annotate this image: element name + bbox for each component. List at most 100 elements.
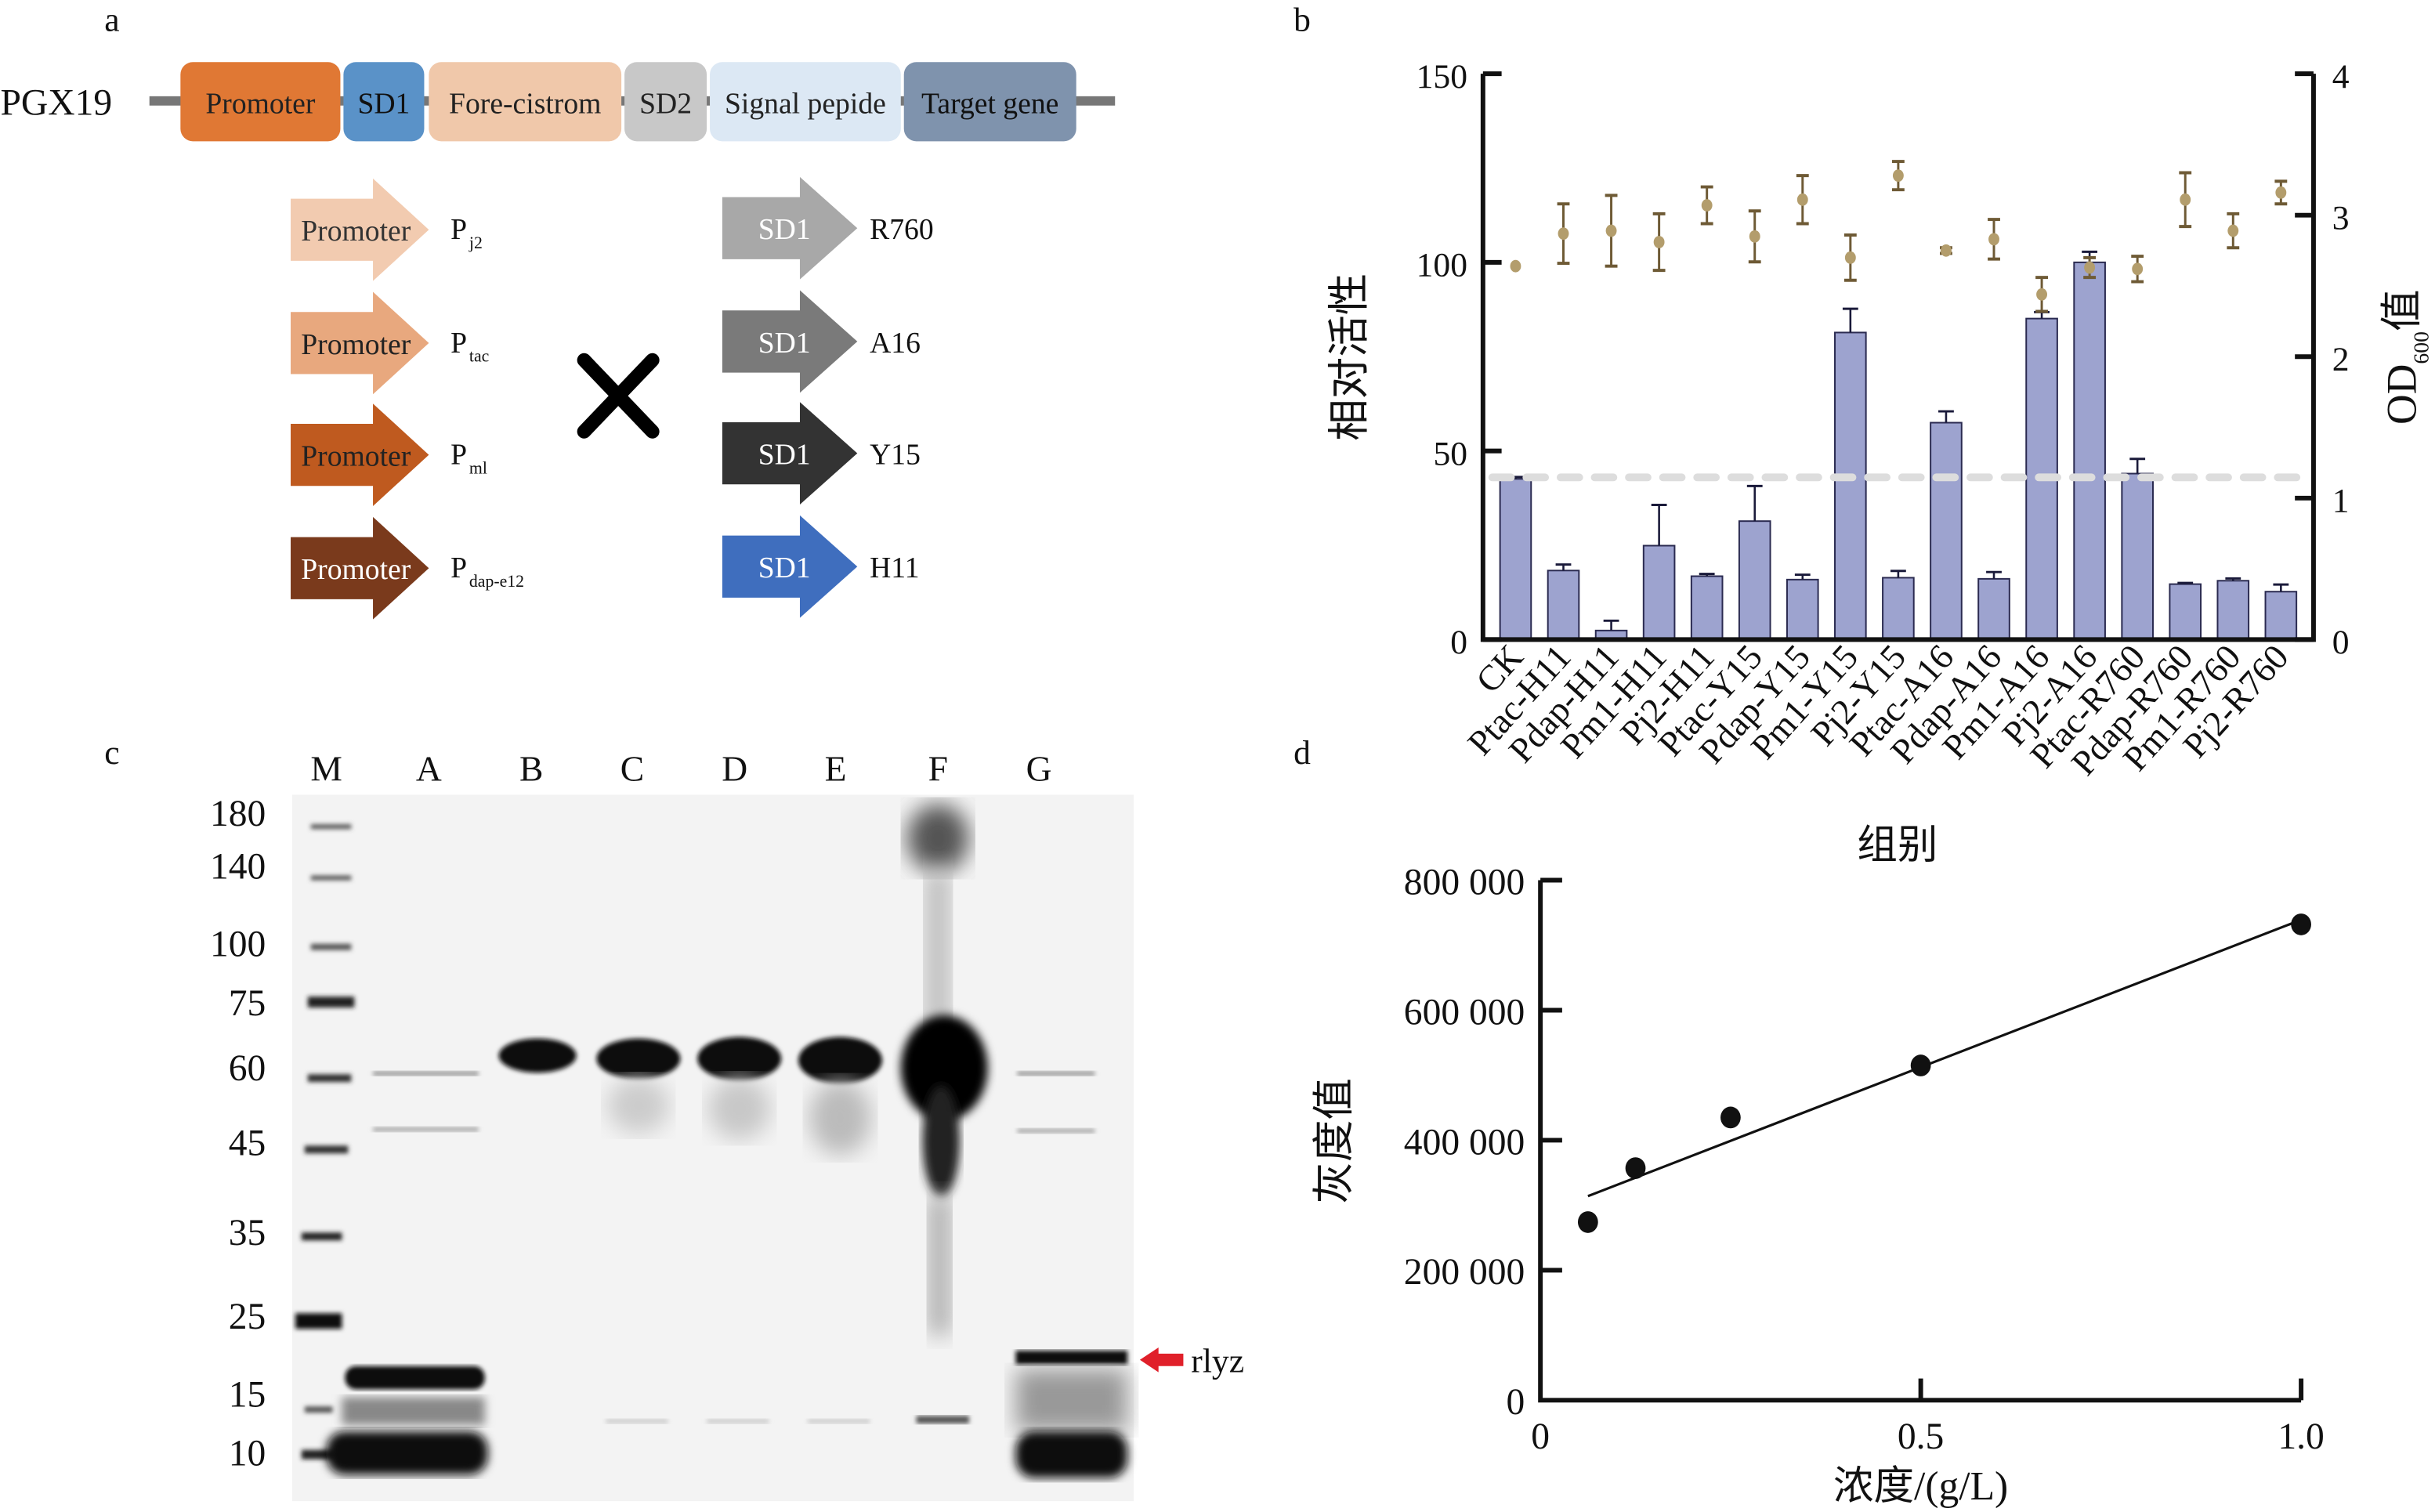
od-point-Ptac-Y15 — [1749, 230, 1760, 243]
y-tick-label: 600 000 — [1404, 992, 1525, 1033]
od-point-Pm1-R760 — [2227, 224, 2239, 237]
marker-size-label: 180 — [210, 794, 266, 834]
rbs-arrow-icon — [722, 176, 858, 280]
bar-Pdap-Y15 — [1786, 578, 1819, 641]
bar-Ptac-Y15 — [1738, 520, 1771, 641]
od-point-CK — [1510, 259, 1521, 273]
rbs-variant-name: R760 — [870, 213, 934, 246]
segment-label: Signal pepide — [725, 88, 886, 121]
bar-Pm1-H11 — [1642, 544, 1676, 641]
gel-lane-label-D: D — [722, 749, 747, 789]
data-point-4 — [2291, 913, 2311, 935]
promoter-name: P — [450, 438, 467, 471]
gel-lane-label-M: M — [310, 749, 342, 789]
marker-size-label: 10 — [229, 1434, 266, 1474]
panel-b-bar-chart: 05010015001234CKPtac-H11Pdap-H11Pm1-H11P… — [1326, 58, 2433, 868]
panel-d-scatter-chart: 0 200 000 400 000 600 000 800 000 0 0.5 1.0 浓度/(… — [1310, 862, 2324, 1509]
segment-signal-pepide — [710, 62, 901, 142]
od-point-Pm1-H11 — [1653, 236, 1665, 248]
bar-CK — [1499, 478, 1532, 641]
bar-Pj2-H11 — [1690, 575, 1724, 641]
segment-fore-cistrom — [429, 62, 622, 142]
od-point-Pdap-R760 — [2180, 193, 2191, 206]
y-tick-label: 100 — [1416, 247, 1467, 284]
segment-sd1 — [343, 62, 425, 142]
plasmid-name: PGX19 — [0, 83, 112, 124]
y-tick-label: 400 000 — [1404, 1122, 1525, 1163]
fit-line — [1587, 918, 2302, 1198]
promoter-arrow-label: Promoter — [301, 328, 411, 361]
cross-icon — [577, 353, 660, 439]
promoter-subscript: dap-e12 — [469, 572, 524, 591]
od-point-Pj2-Y15 — [1892, 169, 1904, 183]
data-point-0 — [1577, 1211, 1598, 1233]
y-tick-label: 0 — [1507, 1382, 1525, 1423]
marker-size-label: 140 — [210, 847, 266, 888]
segment-sd2 — [624, 62, 707, 142]
panel-c-sds-page-gel: M A B C D E F G 180 140 100 75 60 45 35 25 15 10 — [210, 749, 1244, 1502]
rbs-arrow-icon — [722, 515, 858, 618]
gel-lane-label-C: C — [621, 749, 644, 789]
bar-Ptac-H11 — [1547, 570, 1580, 641]
gel-lane-label-G: G — [1026, 749, 1052, 789]
promoter-name: P — [450, 552, 467, 584]
bar-Ptac-A16 — [1930, 421, 1963, 641]
gel-lane-label-F: F — [928, 749, 948, 789]
segment-label: SD2 — [639, 88, 692, 121]
y2-tick-label: 1 — [2332, 483, 2350, 520]
gel-bands — [295, 804, 1128, 1478]
x-axis-title: 组别 — [1857, 823, 1938, 868]
od-point-Ptac-H11 — [1558, 227, 1569, 241]
segment-label: SD1 — [357, 88, 410, 121]
promoter-name: P — [450, 213, 467, 246]
rbs-arrow-label: SD1 — [758, 327, 811, 360]
rlyz-arrow-icon — [1139, 1347, 1184, 1373]
segment-promoter — [180, 62, 341, 142]
y2-title-sub: 600 — [2410, 331, 2434, 364]
rbs-arrow-label: SD1 — [758, 438, 811, 471]
rbs-arrow-label: SD1 — [758, 552, 811, 584]
y2-title-main: OD — [2379, 364, 2426, 425]
y2-tick-label: 3 — [2332, 200, 2350, 237]
promoter-subscript: tac — [469, 347, 489, 366]
gel-lane-label-A: A — [416, 749, 442, 789]
marker-size-label: 15 — [229, 1374, 266, 1415]
y2-axis-title: OD600值 — [2379, 290, 2434, 425]
data-point-2 — [1720, 1106, 1741, 1129]
y2-tick-label: 4 — [2332, 58, 2350, 96]
y-tick-label: 50 — [1433, 435, 1467, 472]
promoter-arrow-label: Promoter — [301, 215, 411, 248]
promoter-arrow-icon — [291, 516, 429, 620]
bar-Pj2-A16 — [2073, 261, 2106, 641]
promoter-arrow-icon — [291, 403, 429, 506]
od-point-Pm1-Y15 — [1844, 251, 1856, 264]
rbs-variant-name: A16 — [870, 327, 921, 360]
segment-label: Promoter — [205, 88, 315, 121]
od-point-Pj2-R760 — [2275, 186, 2287, 199]
segment-target-gene — [903, 62, 1076, 142]
y-axis-title: 相对活性 — [1326, 273, 1373, 441]
y2-title-tail: 值 — [2379, 290, 2426, 332]
od-point-Pdap-Y15 — [1796, 193, 1808, 206]
marker-size-label: 75 — [229, 983, 266, 1024]
marker-size-label: 100 — [210, 924, 266, 965]
od-point-Pdap-A16 — [1988, 233, 1999, 246]
rbs-arrow-icon — [722, 290, 858, 393]
od-point-Ptac-A16 — [1941, 244, 1952, 257]
segment-label: Fore-cistrom — [449, 88, 601, 121]
promoter-subscript: ml — [469, 458, 487, 477]
bar-Pj2-R760 — [2264, 591, 2298, 641]
y-axis-title: 灰度值 — [1310, 1078, 1357, 1204]
axes-frame — [1480, 74, 2316, 642]
panel-a-construct-diagram: PGX19 Promoter SD1 Fore-cistrom SD2 Signal p… — [0, 62, 1116, 620]
y-tick-label: 800 000 — [1404, 862, 1525, 902]
x-tick-label: 0 — [1531, 1416, 1550, 1457]
promoter-arrow-label: Promoter — [301, 553, 411, 586]
marker-size-label: 25 — [229, 1297, 266, 1337]
promoter-arrow-icon — [291, 291, 429, 395]
panel-label-c: c — [104, 734, 119, 772]
promoter-arrow-icon — [291, 178, 429, 281]
od-point-Pj2-A16 — [2084, 261, 2096, 274]
y-tick-label: 0 — [1450, 624, 1467, 661]
